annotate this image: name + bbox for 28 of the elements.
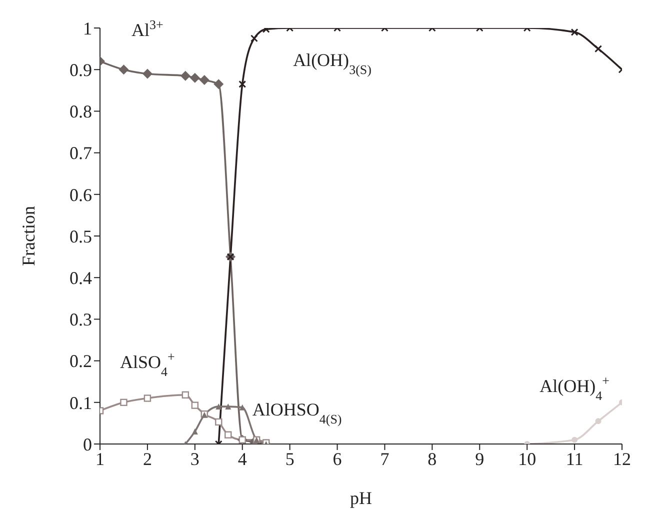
y-tick-label: 0.2 <box>70 351 92 372</box>
series-label: Al$^{3+}$ <box>132 16 164 40</box>
series-label: AlOHSO$_{4(S)}$ <box>252 399 342 426</box>
y-tick-label: 0.4 <box>70 268 92 288</box>
x-tick-label: 5 <box>285 448 294 469</box>
y-tick-label: 0.9 <box>70 60 92 80</box>
y-tick-label: 0.6 <box>70 184 92 205</box>
x-tick-label: 4 <box>238 448 247 469</box>
x-tick-label: 3 <box>190 448 200 469</box>
x-tick-label: 8 <box>428 448 437 469</box>
x-tick-label: 9 <box>475 448 484 469</box>
y-tick-label: 0 <box>83 434 92 454</box>
x-tick-label: 7 <box>380 448 390 469</box>
x-tick-label: 2 <box>142 448 152 469</box>
y-axis-title: Fraction <box>18 206 38 266</box>
y-tick-label: 0.7 <box>70 143 92 164</box>
x-tick-label: 12 <box>613 448 631 469</box>
y-tick-label: 1 <box>83 18 92 38</box>
series-label: Al(OH)$_{3(S)}$ <box>293 50 372 76</box>
x-axis-title: pH <box>350 488 372 508</box>
y-tick-label: 0.3 <box>70 310 92 330</box>
y-tick-label: 0.5 <box>70 226 92 246</box>
x-tick-label: 1 <box>96 448 104 469</box>
x-tick-label: 6 <box>332 448 342 469</box>
x-tick-label: 11 <box>566 448 584 469</box>
x-tick-label: 10 <box>518 448 536 469</box>
y-tick-label: 0.1 <box>70 392 92 413</box>
y-tick-label: 0.8 <box>70 102 92 122</box>
